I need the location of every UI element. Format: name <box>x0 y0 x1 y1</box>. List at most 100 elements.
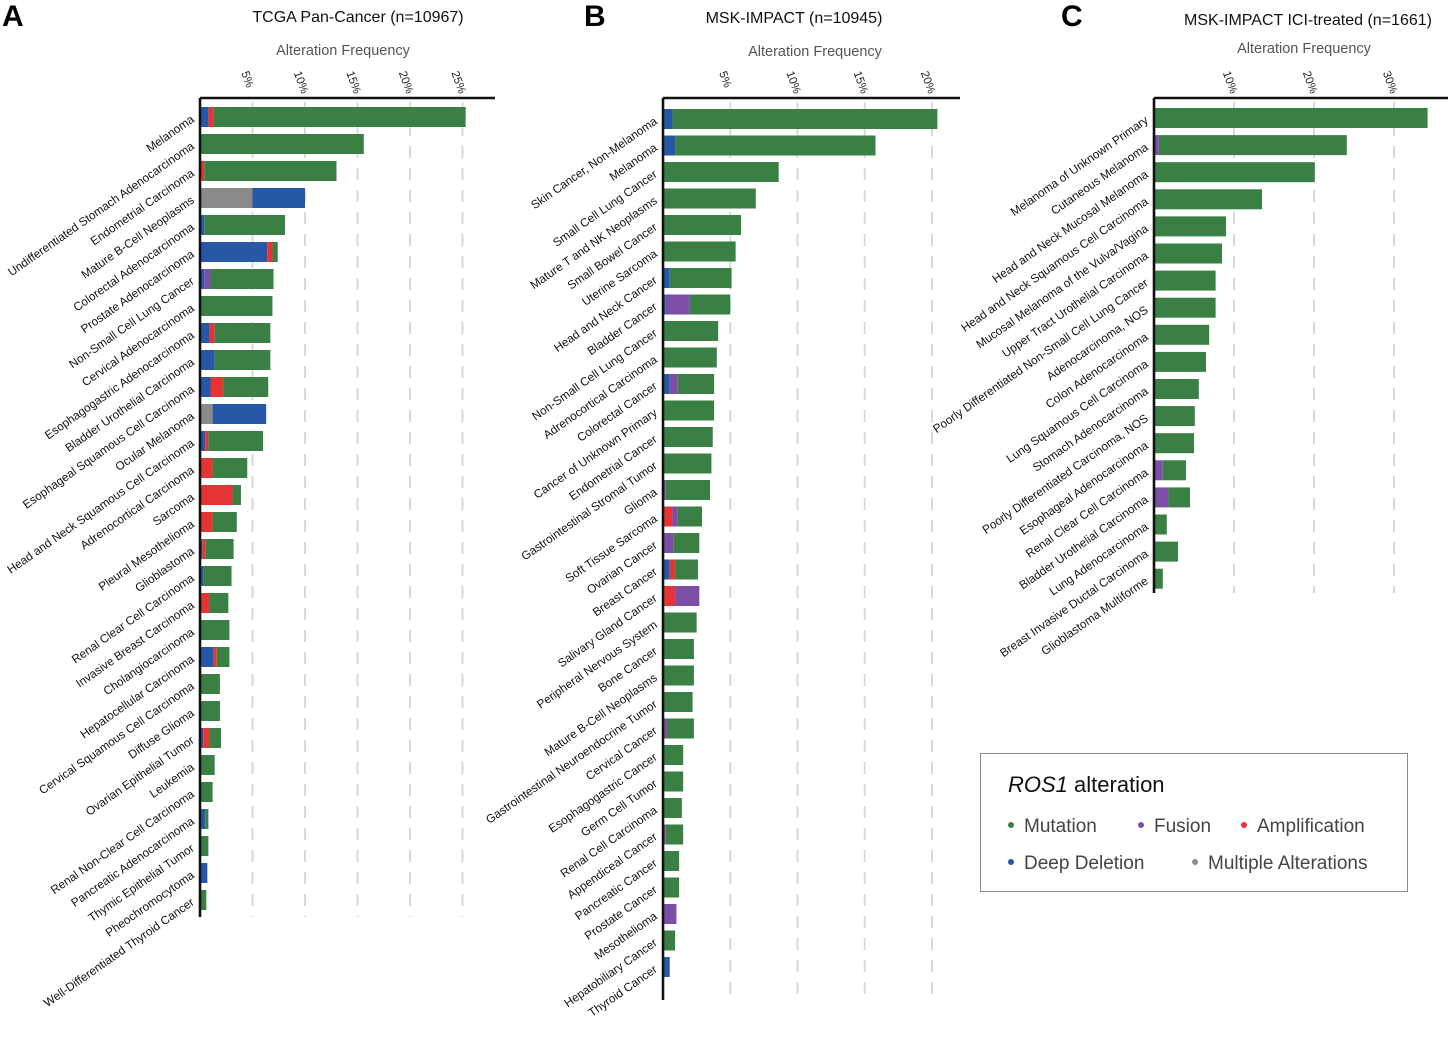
bar-thyroid-cancer <box>663 957 670 977</box>
bar-segment-amplification <box>203 728 210 748</box>
bar-poorly-differentiated-carcinoma-nos <box>1154 406 1195 427</box>
bar-segment-mutation <box>1154 541 1178 562</box>
bar-adrenocortical-carcinoma <box>200 458 248 478</box>
bar-segment-mutation <box>1154 324 1210 345</box>
bar-diffuse-glioma <box>200 701 220 721</box>
bar-small-cell-lung-cancer <box>663 162 779 182</box>
bar-melanoma <box>663 135 876 156</box>
bar-mucosal-melanoma-of-the-vulva-vagina <box>1154 216 1226 237</box>
bar-colon-adenocarcinoma <box>1154 324 1210 345</box>
category-label: Well-Differentiated Thyroid Cancer <box>41 895 197 1010</box>
bar-prostate-adenocarcinoma <box>200 242 278 262</box>
bar-segment-mutation <box>200 890 207 910</box>
bar-segment-mutation <box>669 268 732 288</box>
legend-label-mutation: Mutation <box>1024 816 1097 837</box>
bar-segment-mutation <box>1154 270 1216 291</box>
bar-segment-amplification <box>209 323 215 343</box>
bar-lung-squamous-cell-carcinoma <box>1154 351 1206 372</box>
tick-label: 15% <box>851 70 870 96</box>
bar-segment-mutation <box>223 377 269 397</box>
panel-a-title: TCGA Pan-Cancer (n=10967) <box>252 9 463 26</box>
bar-segment-deep-deletion <box>212 404 267 424</box>
bar-segment-mutation <box>212 458 248 478</box>
bar-segment-mutation <box>200 701 220 721</box>
bar-segment-mutation <box>214 350 271 370</box>
bar-mature-b-cell-neoplasms <box>663 665 694 686</box>
bar-segment-mutation <box>1154 243 1222 264</box>
bar-segment-mutation <box>673 533 700 553</box>
bar-segment-deep-deletion <box>200 863 208 883</box>
bar-segment-deep-deletion <box>200 323 210 343</box>
panel-a-axis-title: Alteration Frequency <box>276 43 411 59</box>
panel-letter-b: B <box>584 0 606 33</box>
legend-label-deep-deletion: Deep Deletion <box>1024 853 1145 874</box>
bar-segment-deep-deletion <box>200 566 204 586</box>
panel-c-axis-title: Alteration Frequency <box>1237 41 1372 57</box>
bar-segment-mutation <box>1154 568 1163 589</box>
bar-segment-mutation <box>232 485 241 505</box>
bar-segment-mutation <box>208 431 263 451</box>
tick-label: 15% <box>343 70 362 96</box>
panel-b-gridlines <box>729 102 933 1000</box>
bar-upper-tract-urothelial-carcinoma <box>1154 243 1222 264</box>
legend-item-multiple-alterations: Multiple Alterations <box>1192 853 1367 875</box>
bar-segment-mutation <box>667 718 694 739</box>
bar-segment-mutation <box>1154 406 1195 427</box>
bar-segment-mutation <box>663 745 684 765</box>
bar-segment-mutation <box>677 374 715 394</box>
tick-label: 5% <box>716 70 733 90</box>
panel-a-ticks: 5% 10% 15% 20% 25% <box>238 70 467 96</box>
bar-segment-mutation <box>204 161 337 181</box>
bar-segment-fusion <box>1154 460 1163 481</box>
bar-segment-deep-deletion <box>663 109 673 129</box>
bar-segment-mutation <box>200 134 364 154</box>
panel-a-gridlines <box>251 102 464 917</box>
bar-ocular-melanoma <box>200 404 267 424</box>
bar-soft-tissue-sarcoma <box>663 506 703 527</box>
bar-breast-cancer <box>663 559 698 580</box>
legend-item-amplification: Amplification <box>1241 816 1365 838</box>
bar-segment-mutation <box>665 824 684 845</box>
bar-ovarian-epithelial-tumor <box>200 728 221 748</box>
bar-segment-mutation <box>212 512 237 532</box>
tick-label: 20% <box>396 70 415 96</box>
bar-segment-deep-deletion <box>663 374 670 394</box>
bar-segment-deep-deletion <box>252 188 305 208</box>
bar-esophageal-squamous-cell-carcinoma <box>200 377 269 397</box>
bar-thymic-epithelial-tumor <box>200 836 209 856</box>
bar-skin-cancer-non-melanoma <box>663 109 938 129</box>
bar-bladder-urothelial-carcinoma <box>1154 487 1190 508</box>
bar-prostate-cancer <box>663 877 680 898</box>
bar-segment-mutation <box>689 294 731 315</box>
tick-label: 10% <box>1220 70 1239 96</box>
bar-head-and-neck-mucosal-melanoma <box>1154 162 1315 183</box>
bar-segment-mutation <box>663 241 736 262</box>
panel-b-axis-title: Alteration Frequency <box>748 44 883 60</box>
bar-non-small-cell-lung-cancer <box>200 269 274 289</box>
bar-esophagogastric-cancer <box>663 745 684 765</box>
bar-segment-fusion <box>1154 135 1159 156</box>
bar-adenocarcinoma-nos <box>1154 297 1216 318</box>
panel-b-title: MSK-IMPACT (n=10945) <box>706 10 883 27</box>
bar-cervical-cancer <box>663 718 694 739</box>
bar-segment-mutation <box>663 877 680 898</box>
bar-segment-mutation <box>209 593 229 613</box>
bar-small-bowel-cancer <box>663 215 742 235</box>
bar-hepatocellular-carcinoma <box>200 647 230 667</box>
bar-esophagogastric-adenocarcinoma <box>200 323 271 343</box>
bar-segment-mutation <box>1154 379 1199 399</box>
panel-a-axis <box>198 96 495 917</box>
bar-segment-amplification <box>208 107 214 127</box>
bar-sarcoma <box>200 485 241 505</box>
bar-segment-mutation <box>663 612 697 633</box>
bar-melanoma-of-unknown-primary <box>1154 108 1428 128</box>
panel-c: C MSK-IMPACT ICI-treated (n=1661) Altera… <box>930 0 1448 660</box>
bar-segment-deep-deletion <box>663 559 670 580</box>
legend-item-fusion: Fusion <box>1138 816 1211 838</box>
bar-segment-deep-deletion <box>663 294 666 315</box>
bar-segment-mutation <box>200 755 215 775</box>
panel-b: B MSK-IMPACT (n=10945) Alteration Freque… <box>483 0 960 1020</box>
bar-glioma <box>663 480 711 500</box>
bar-segment-deep-deletion <box>663 957 670 977</box>
